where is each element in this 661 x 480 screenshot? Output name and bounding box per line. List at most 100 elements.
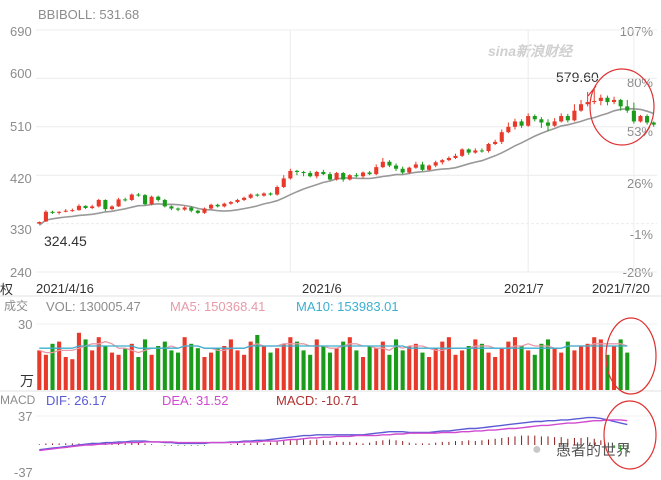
volume-bar: [76, 332, 81, 390]
candle-up: [512, 121, 518, 127]
volume-bar: [374, 348, 379, 390]
candle-up: [440, 160, 445, 163]
candle-up: [242, 197, 247, 200]
volume-bar: [169, 350, 174, 390]
candle-down: [645, 116, 650, 123]
volume-bar: [486, 352, 491, 390]
volume-bar: [572, 350, 577, 390]
candle-up: [90, 206, 95, 209]
volume-bar: [526, 350, 531, 390]
candle-up: [592, 100, 597, 103]
candle-down: [268, 193, 273, 195]
x-label-3: 2021/7/20: [592, 281, 650, 296]
low-label: 324.45: [44, 233, 87, 249]
chengjiao-mark: 成交: [4, 299, 29, 313]
candle-up: [149, 196, 154, 205]
macd-title: MACD: [0, 393, 36, 407]
candle-down: [618, 99, 623, 107]
volume-bar: [380, 341, 385, 390]
highlight-circle-volume: [605, 317, 657, 395]
volume-bar: [532, 354, 537, 390]
vol-ma5-line: [39, 340, 628, 354]
dea-label: DEA: 31.52: [162, 393, 229, 408]
candle-up: [43, 211, 48, 222]
candle-down: [156, 196, 161, 200]
highlight-circle-price: [589, 68, 655, 146]
volume-bar: [552, 348, 557, 390]
candle-up: [202, 208, 207, 213]
candle-down: [103, 199, 108, 210]
volume-bar: [136, 357, 141, 390]
candle-down: [387, 161, 392, 166]
volume-bar: [222, 346, 227, 390]
volume-bar: [57, 341, 62, 390]
candle-down: [123, 199, 128, 201]
y-tick-4: 330: [10, 222, 32, 237]
candle-down: [651, 122, 656, 125]
volume-bar: [578, 346, 584, 390]
candle-up: [347, 175, 352, 180]
candle-up: [486, 144, 491, 151]
candle-down: [136, 194, 141, 196]
candle-down: [625, 106, 630, 111]
volume-bar: [440, 341, 445, 390]
candle-down: [539, 119, 544, 123]
volume-bar: [393, 339, 399, 390]
volume-bar: [400, 350, 405, 390]
volume-bar: [103, 346, 108, 390]
candle-down: [83, 205, 88, 209]
volume-bar: [215, 348, 220, 390]
volume-bar: [275, 348, 280, 390]
volume-bar: [327, 352, 333, 390]
candle-up: [261, 193, 266, 196]
candle-up: [248, 194, 253, 198]
candle-down: [466, 149, 471, 153]
volume-bar: [460, 350, 465, 390]
volume-bar: [598, 339, 603, 390]
volume-bar: [479, 343, 484, 390]
candle-up: [578, 104, 584, 111]
ma10-label: MA10: 153983.01: [296, 299, 399, 314]
volume-bar: [347, 337, 352, 390]
macd-y-tick-top: 37: [18, 409, 33, 424]
volume-bar: [387, 354, 392, 390]
volume-bar: [360, 357, 366, 390]
volume-bar: [585, 343, 590, 390]
candle-up: [182, 207, 187, 210]
volume-bar: [453, 354, 458, 390]
volume-bar: [473, 339, 478, 390]
volume-bar: [129, 343, 134, 390]
x-label-2: 2021/7: [504, 281, 544, 296]
indicator-label: BBIBOLL: 531.68: [38, 7, 140, 22]
price-ma-line: [38, 107, 654, 226]
candle-up: [37, 221, 42, 224]
x-label-0: 2021/4/16: [36, 281, 94, 296]
volume-bar: [321, 346, 326, 390]
ma5-label: MA5: 150368.41: [170, 299, 266, 314]
candle-up: [116, 199, 121, 207]
candle-up: [380, 161, 385, 168]
y-tick-2: 510: [10, 119, 32, 134]
volume-bar: [407, 346, 412, 390]
volume-bar: [420, 352, 425, 390]
candle-up: [57, 211, 62, 213]
volume-bar: [235, 350, 240, 390]
candle-down: [142, 195, 148, 205]
volume-bar: [261, 346, 266, 390]
watermark-brand: sina新浪财经: [488, 43, 573, 59]
macd-series: [38, 416, 628, 453]
volume-bar: [367, 346, 372, 390]
volume-bar: [43, 354, 48, 390]
candle-up: [70, 210, 75, 212]
macd-label: MACD: -10.71: [276, 393, 359, 408]
y-tick-1: 600: [10, 66, 32, 81]
candle-down: [327, 174, 333, 180]
candle-up: [473, 150, 478, 153]
candle-down: [341, 173, 346, 180]
volume-bar: [612, 346, 617, 390]
candle-up: [314, 171, 319, 177]
candle-up: [559, 116, 564, 122]
volume-bar: [149, 354, 154, 390]
candle-up: [453, 155, 458, 158]
candle-up: [572, 110, 577, 121]
